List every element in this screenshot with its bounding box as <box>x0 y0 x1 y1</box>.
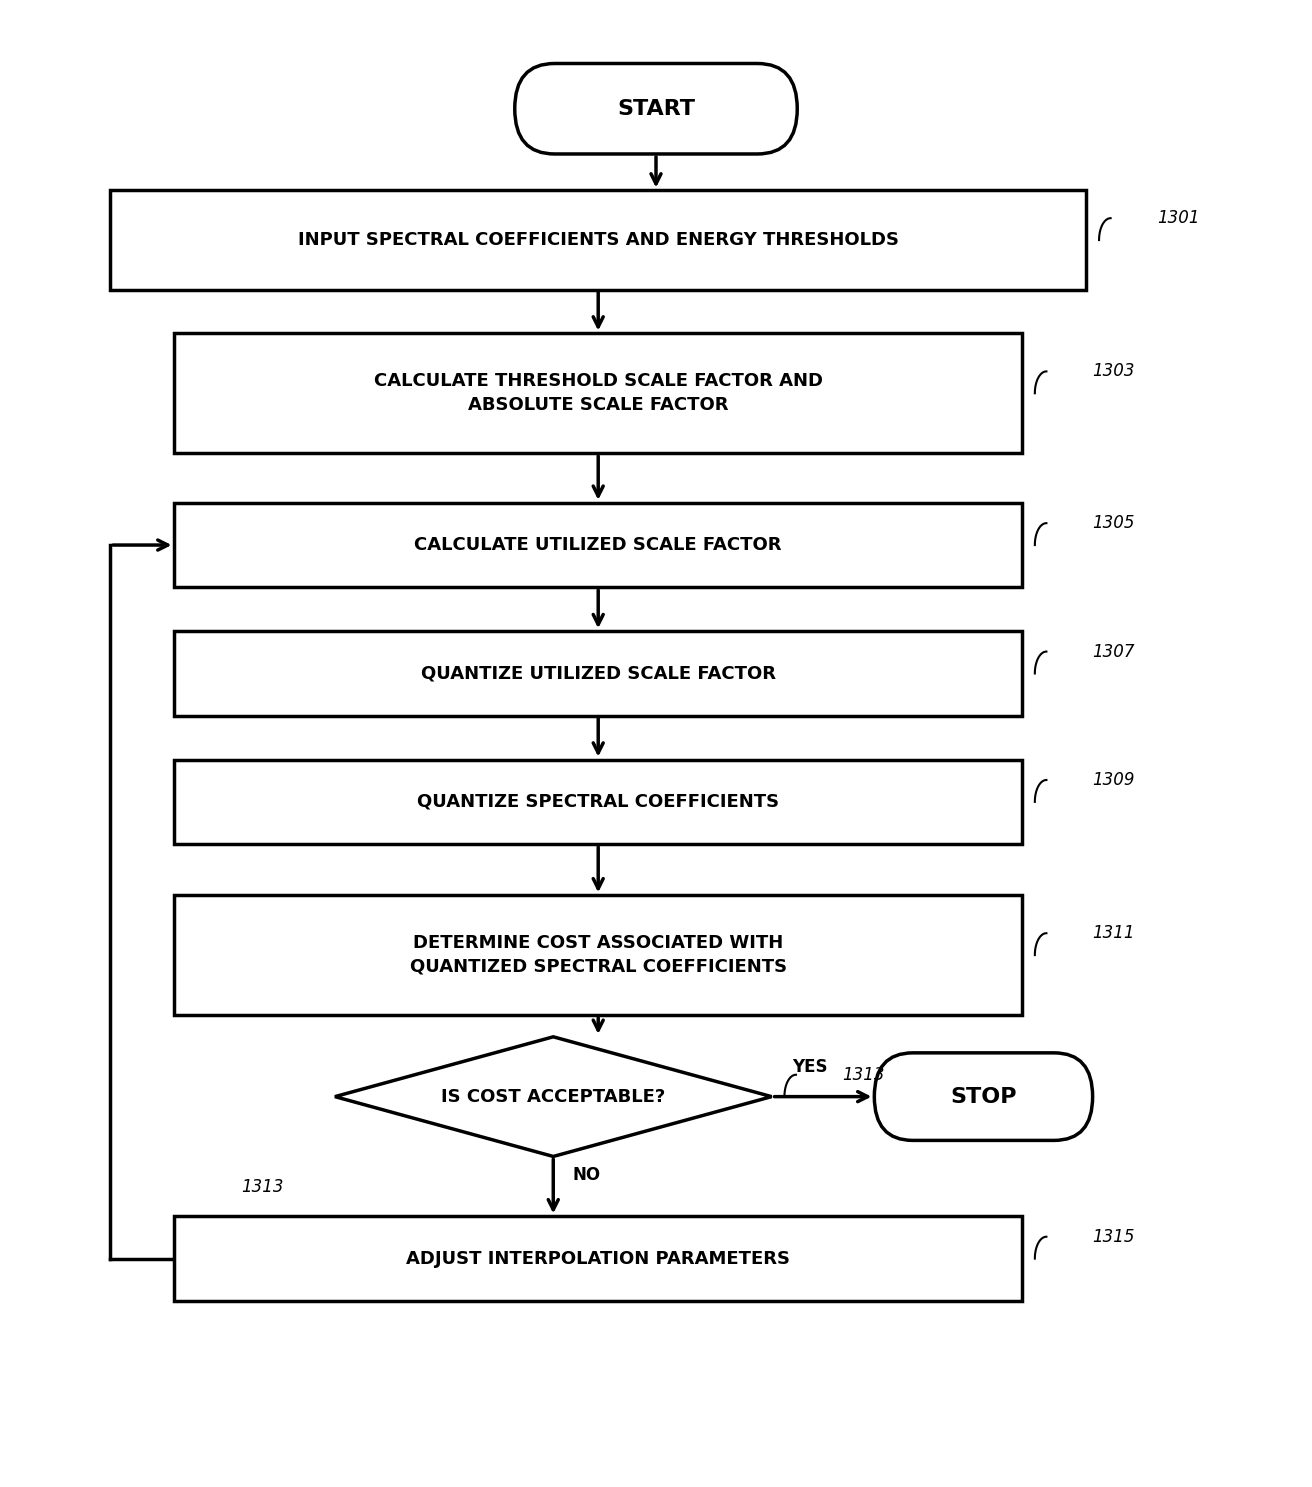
Polygon shape <box>335 1036 771 1157</box>
Text: 1305: 1305 <box>1093 515 1135 532</box>
Text: 1303: 1303 <box>1093 363 1135 381</box>
Text: IS COST ACCEPTABLE?: IS COST ACCEPTABLE? <box>441 1087 665 1106</box>
FancyBboxPatch shape <box>514 64 798 155</box>
Text: NO: NO <box>572 1166 601 1185</box>
Bar <box>174 760 1022 845</box>
Bar <box>174 503 1022 587</box>
Bar <box>174 630 1022 715</box>
Text: 1313: 1313 <box>842 1066 884 1084</box>
Text: DETERMINE COST ASSOCIATED WITH
QUANTIZED SPECTRAL COEFFICIENTS: DETERMINE COST ASSOCIATED WITH QUANTIZED… <box>409 934 787 975</box>
Text: 1311: 1311 <box>1093 925 1135 943</box>
Text: ADJUST INTERPOLATION PARAMETERS: ADJUST INTERPOLATION PARAMETERS <box>407 1249 790 1267</box>
Text: CALCULATE THRESHOLD SCALE FACTOR AND
ABSOLUTE SCALE FACTOR: CALCULATE THRESHOLD SCALE FACTOR AND ABS… <box>374 372 823 413</box>
Text: STOP: STOP <box>950 1087 1017 1106</box>
Text: YES: YES <box>792 1059 828 1077</box>
Text: QUANTIZE SPECTRAL COEFFICIENTS: QUANTIZE SPECTRAL COEFFICIENTS <box>417 793 779 810</box>
Text: 1301: 1301 <box>1157 210 1199 228</box>
Bar <box>174 1216 1022 1301</box>
Bar <box>174 333 1022 454</box>
Text: CALCULATE UTILIZED SCALE FACTOR: CALCULATE UTILIZED SCALE FACTOR <box>415 535 782 555</box>
Text: 1315: 1315 <box>1093 1228 1135 1246</box>
Text: 1313: 1313 <box>241 1178 283 1197</box>
Bar <box>174 895 1022 1016</box>
Text: 1307: 1307 <box>1093 642 1135 660</box>
Text: QUANTIZE UTILIZED SCALE FACTOR: QUANTIZE UTILIZED SCALE FACTOR <box>421 665 775 683</box>
Bar <box>110 190 1086 290</box>
FancyBboxPatch shape <box>874 1053 1093 1141</box>
Text: 1309: 1309 <box>1093 770 1135 790</box>
Text: INPUT SPECTRAL COEFFICIENTS AND ENERGY THRESHOLDS: INPUT SPECTRAL COEFFICIENTS AND ENERGY T… <box>298 230 899 248</box>
Text: START: START <box>617 98 695 119</box>
